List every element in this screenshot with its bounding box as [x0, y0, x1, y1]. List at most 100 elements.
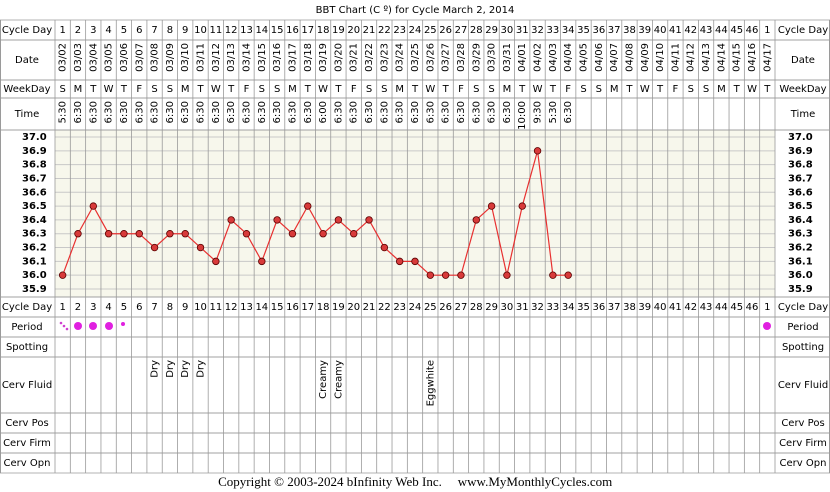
row-label: Cerv Firm — [3, 438, 51, 449]
y-tick-label-right: 36.9 — [788, 146, 813, 157]
cycle-day: 35 — [577, 302, 590, 313]
date: 04/04 — [563, 43, 574, 72]
period-dot — [59, 321, 63, 325]
date: 03/27 — [441, 43, 452, 72]
cycle-day: 25 — [424, 25, 437, 36]
y-tick-label: 35.9 — [22, 284, 47, 295]
cycle-day: 13 — [240, 25, 253, 36]
weekday: F — [351, 84, 357, 95]
cycle-day: 39 — [638, 302, 651, 313]
bbt-point — [487, 202, 496, 210]
y-tick-label-right: 37.0 — [788, 132, 813, 143]
cycle-day: 11 — [209, 302, 222, 313]
cycle-day: 43 — [700, 25, 713, 36]
cycle-day: 46 — [746, 25, 759, 36]
cycle-day: 32 — [531, 25, 544, 36]
time: 5:30 — [58, 101, 69, 123]
weekday: F — [244, 84, 250, 95]
time: 6:30 — [364, 101, 375, 123]
bbt-point — [258, 257, 266, 266]
weekday: T — [442, 84, 450, 95]
bbt-point — [273, 216, 281, 224]
bbt-point — [472, 216, 480, 224]
cycle-day: 40 — [654, 302, 667, 313]
y-tick-label: 36.8 — [22, 160, 47, 171]
period-dot — [65, 327, 69, 331]
cycle-day: 42 — [684, 25, 697, 36]
weekday: F — [458, 84, 464, 95]
cycle-day: 1 — [59, 25, 65, 36]
bbt-point — [89, 202, 97, 210]
y-tick-label-right: 36.4 — [788, 215, 813, 226]
date: 04/06 — [594, 43, 605, 72]
y-tick-label: 36.5 — [22, 201, 47, 212]
date: 04/09 — [640, 43, 651, 72]
row-label-right: Spotting — [782, 342, 824, 353]
row-label-right: Cycle Day — [778, 25, 828, 36]
weekday: T — [549, 84, 557, 95]
cycle-day: 37 — [608, 302, 621, 313]
date: 04/13 — [701, 43, 712, 72]
row-label-right: Cerv Firm — [779, 438, 827, 449]
weekday: F — [136, 84, 142, 95]
cycle-day: 19 — [332, 25, 345, 36]
site: www.MyMonthlyCycles.com — [458, 474, 612, 489]
cycle-day: 5 — [121, 25, 127, 36]
row-label: Period — [11, 322, 42, 333]
y-tick-label: 36.3 — [22, 229, 47, 240]
period-dot — [89, 322, 97, 330]
weekday: S — [167, 84, 173, 95]
date: 03/26 — [425, 43, 436, 72]
cycle-day: 32 — [531, 302, 544, 313]
cycle-day: 31 — [516, 25, 529, 36]
cycle-day: 23 — [393, 25, 406, 36]
cycle-day: 38 — [623, 25, 636, 36]
bbt-point — [288, 230, 297, 238]
bbt-point — [181, 230, 189, 238]
y-tick-label-right: 36.1 — [788, 256, 813, 267]
period-dot — [74, 322, 82, 330]
bbt-point — [411, 257, 419, 266]
weekday: F — [565, 84, 571, 95]
date: 03/15 — [257, 43, 268, 72]
bbt-point — [365, 216, 373, 224]
date: 04/12 — [686, 43, 697, 72]
row-label-right: Time — [790, 109, 815, 120]
weekday: S — [688, 84, 694, 95]
y-tick-label: 36.1 — [22, 256, 47, 267]
cycle-day: 30 — [501, 25, 514, 36]
cycle-day: 1 — [764, 302, 770, 313]
time: 6:30 — [471, 101, 482, 123]
cycle-day: 44 — [715, 25, 728, 36]
period-dot — [105, 322, 113, 330]
cerv-fluid: Dry — [165, 360, 176, 378]
date: 03/24 — [395, 43, 406, 72]
period-dot — [121, 322, 125, 326]
cycle-day: 41 — [669, 302, 682, 313]
time: 10:00 — [517, 101, 528, 130]
time: 6:30 — [395, 101, 406, 123]
cycle-day: 22 — [378, 302, 391, 313]
time: 6:30 — [303, 101, 314, 123]
cycle-day: 10 — [194, 25, 207, 36]
period-dot — [763, 322, 771, 330]
bbt-point — [58, 271, 67, 279]
date: 04/14 — [716, 43, 727, 72]
date: 04/11 — [670, 43, 681, 72]
weekday: S — [274, 84, 280, 95]
date: 03/29 — [471, 43, 482, 72]
cycle-day: 13 — [240, 302, 253, 313]
time: 6:30 — [456, 101, 467, 123]
weekday: M — [395, 84, 404, 95]
time: 6:30 — [257, 101, 268, 123]
row-label: Cerv Opn — [4, 458, 51, 469]
y-tick-label-right: 36.7 — [788, 173, 813, 184]
bbt-point — [104, 230, 113, 238]
cycle-day: 16 — [286, 25, 299, 36]
cycle-day: 7 — [151, 25, 157, 36]
y-tick-label: 36.9 — [22, 146, 47, 157]
bbt-point — [457, 271, 465, 279]
weekday: M — [610, 84, 619, 95]
row-label-right: Date — [791, 55, 815, 66]
weekday: W — [747, 84, 757, 95]
